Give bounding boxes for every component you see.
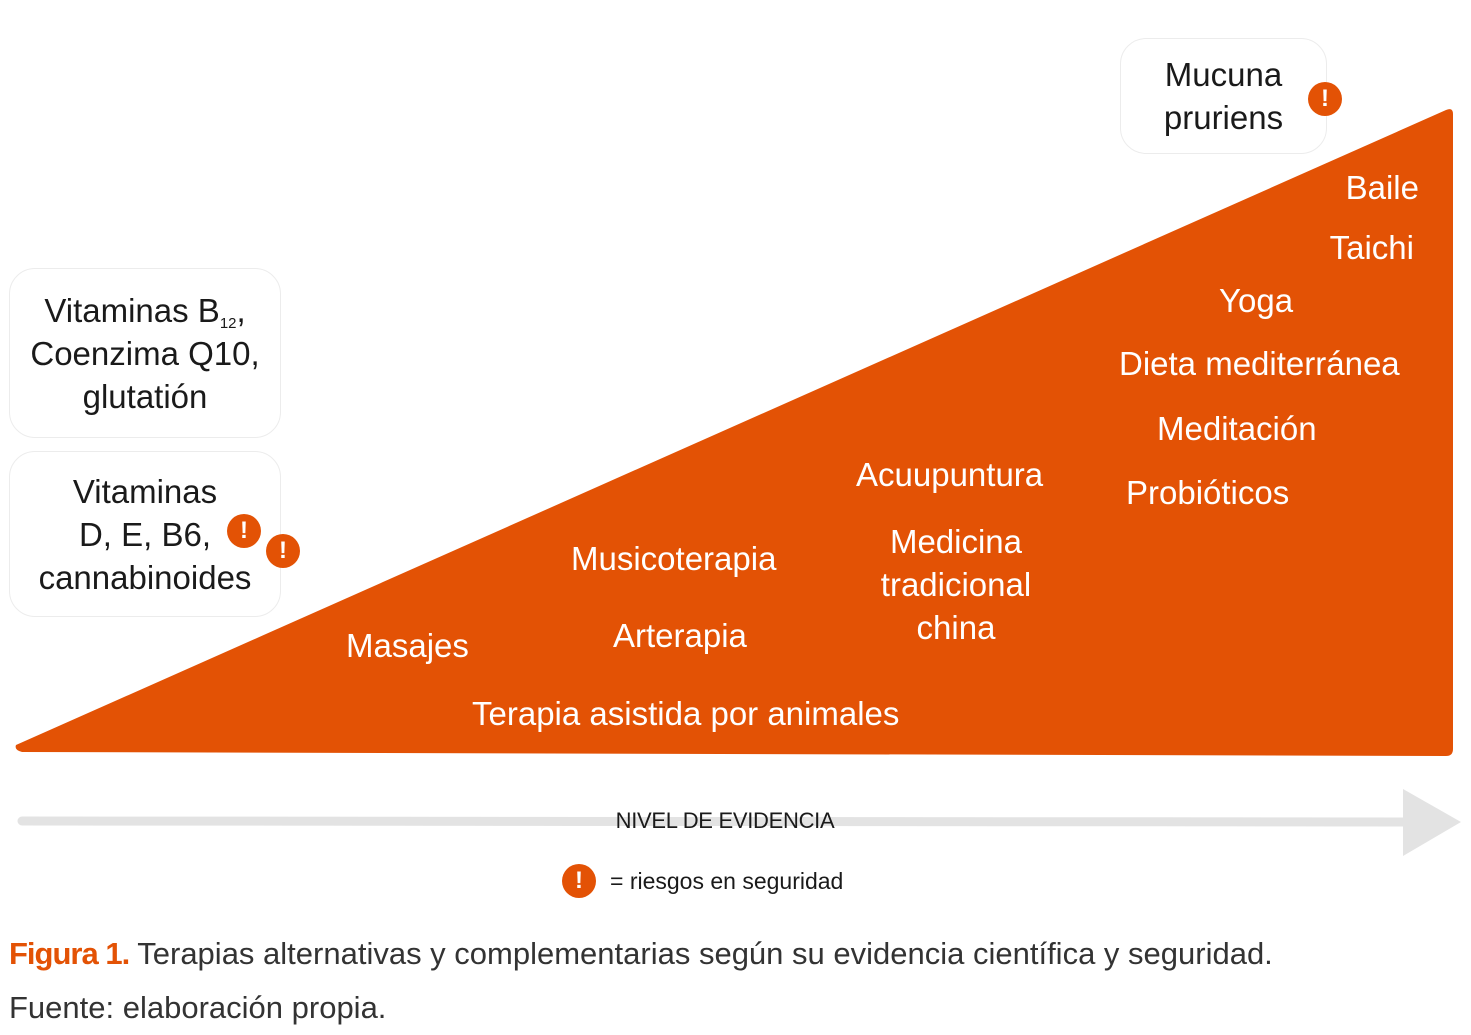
mucuna-line1: Mucuna (1164, 56, 1283, 93)
therapy-masajes: Masajes (346, 627, 469, 664)
therapy-baile: Baile (1345, 169, 1419, 206)
therapy-dieta-mediterranea: Dieta mediterránea (1119, 345, 1400, 382)
exclamation-icon (1308, 82, 1342, 116)
figure-caption: Figura 1. Terapias alternativas y comple… (9, 927, 1449, 1035)
therapy-medicina-tradicional-china: Medicina tradicional china (856, 520, 1056, 649)
caption-title: Terapias alternativas y complementarias … (129, 936, 1273, 971)
vitamins-d-line1: Vitaminas (72, 472, 218, 510)
legend-text: = riesgos en seguridad (610, 867, 844, 894)
medicina-line2: tradicional (880, 566, 1032, 603)
caption-title-line: Figura 1. Terapias alternativas y comple… (9, 927, 1449, 981)
evidence-arrow-head (1403, 789, 1461, 856)
exclamation-icon (562, 864, 596, 898)
therapy-taichi: Taichi (1329, 229, 1414, 266)
therapy-acupuntura: Acuupuntura (856, 456, 1044, 493)
medicina-line3: china (916, 609, 996, 646)
figure-label: Figura 1. (9, 936, 130, 971)
therapy-meditacion: Meditación (1157, 410, 1317, 447)
evidence-arrow-shaft (17, 816, 1410, 827)
therapy-probioticos: Probióticos (1126, 474, 1290, 511)
evidence-axis-label: NIVEL DE EVIDENCIA (615, 808, 835, 833)
subscript-12: 12 (219, 314, 237, 332)
vitamins-d-line2: D, E, B6, (78, 515, 212, 553)
therapy-arterapia: Arterapia (613, 617, 747, 654)
vitamins-d-line3: cannabinoides (38, 558, 252, 596)
vitamins-b12-line2: Coenzima Q10, (30, 334, 260, 372)
vitamins-d-box: Vitaminas D, E, B6, cannabinoides (9, 451, 281, 617)
therapy-terapia-asistida-animales: Terapia asistida por animales (472, 695, 900, 732)
exclamation-icon (227, 514, 261, 548)
vitamins-b12-box: Vitaminas B12, Coenzima Q10, glutatión (9, 268, 281, 438)
medicina-line1: Medicina (889, 523, 1023, 560)
therapy-musicoterapia: Musicoterapia (571, 540, 777, 577)
vitamins-b12-line3: glutatión (82, 377, 208, 415)
evidence-triangle (15, 109, 1454, 757)
mucuna-box: Mucuna pruriens (1120, 38, 1327, 154)
mucuna-line2: pruriens (1163, 99, 1284, 136)
vitamins-b12-line1: Vitaminas B12, (44, 291, 246, 332)
exclamation-icon (266, 534, 300, 568)
therapy-yoga: Yoga (1219, 282, 1294, 319)
legend: = riesgos en seguridad (562, 863, 843, 899)
caption-source: Fuente: elaboración propia. (9, 990, 387, 1025)
